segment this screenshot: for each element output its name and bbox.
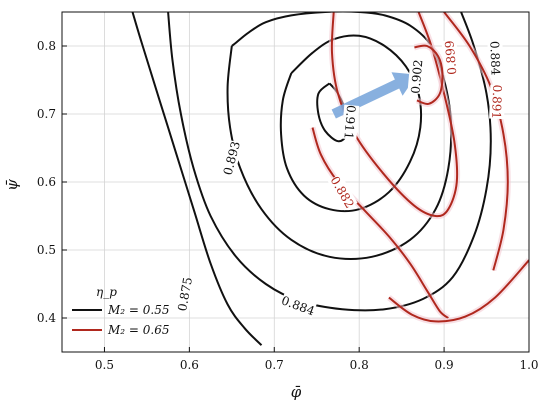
y-tick-label: 0.4 — [37, 311, 56, 325]
contour-label-bg — [441, 40, 460, 76]
contour-label-group: 0.884 — [487, 40, 504, 76]
contour-black-0.875 — [131, 12, 263, 346]
legend-label-black: M₂ = 0.55 — [107, 303, 170, 317]
contour-label-bg — [341, 104, 360, 140]
contour-red-0.891 — [388, 259, 529, 323]
contour-label-bg — [489, 84, 506, 120]
contour-red-0.882 — [330, 12, 459, 218]
x-tick-label: 0.5 — [95, 358, 114, 372]
contour-label-bg — [174, 276, 195, 313]
y-tick-label: 0.5 — [37, 243, 56, 257]
contour-label-bg — [407, 58, 426, 95]
contour-label-bg — [487, 40, 504, 76]
y-tick-label: 0.6 — [37, 175, 56, 189]
contour-label-bg — [219, 139, 243, 177]
contour-black-0.884 — [167, 12, 492, 312]
contour-red-0.891 — [443, 12, 509, 271]
x-tick-label: 0.6 — [180, 358, 199, 372]
legend: η_p M₂ = 0.55 M₂ = 0.65 — [72, 285, 170, 337]
contour-black-0.902 — [279, 34, 423, 213]
contour-label-bg — [327, 173, 358, 211]
x-axis-label: φ̄ — [291, 383, 302, 401]
contour-label-group: 0.911 — [341, 104, 360, 140]
contour-label: 0.875 — [175, 276, 195, 312]
contour-lines — [131, 12, 529, 346]
x-tick-label: 0.8 — [350, 358, 369, 372]
legend-label-red: M₂ = 0.65 — [107, 323, 170, 337]
contour-label: 0.899 — [442, 40, 459, 75]
contour-red-0.882 — [311, 127, 449, 319]
contour-labels: 0.875 0.8840.8930.9020.9110.8990.8910.882… — [174, 40, 506, 319]
contour-label: 0.902 — [408, 59, 425, 94]
contour-label: 0.911 — [341, 104, 358, 139]
contour-label-group: 0.891 — [489, 84, 506, 120]
contour-label-group: 0.902 — [407, 58, 426, 95]
y-axis-label: ψ̄ — [3, 179, 21, 191]
y-tick-label: 0.7 — [37, 107, 56, 121]
x-tick-label: 1.0 — [519, 358, 538, 372]
contour-label-bg — [279, 292, 317, 319]
x-tick-label: 0.7 — [265, 358, 284, 372]
contour-label-group: 0.875 — [174, 276, 195, 312]
y-tick-label: 0.8 — [37, 39, 56, 53]
contour-label: 0.884 — [487, 41, 502, 76]
contour-label: 0.891 — [489, 84, 504, 119]
x-tick-label: 0.9 — [435, 358, 454, 372]
legend-title: η_p — [96, 285, 117, 299]
contour-label-group: 0.899 — [441, 40, 460, 76]
axis-ticks: 0.5 0.6 0.7 0.8 0.9 1.0 0.4 0.5 0.6 0.7 0.8 — [37, 39, 539, 372]
contour-red-0.899 — [414, 44, 444, 105]
